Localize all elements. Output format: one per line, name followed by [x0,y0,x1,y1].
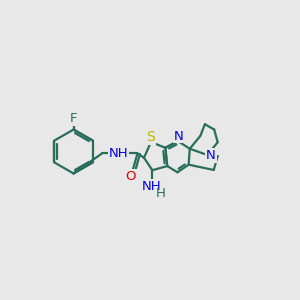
Text: S: S [146,130,154,144]
Text: F: F [70,112,77,124]
Text: O: O [126,170,136,183]
Text: H: H [156,187,166,200]
Text: NH: NH [141,180,161,193]
Text: NH: NH [109,147,128,160]
Text: NH: NH [109,147,128,160]
Text: N: N [206,149,216,162]
Text: N: N [174,130,184,142]
Text: S: S [146,130,154,144]
